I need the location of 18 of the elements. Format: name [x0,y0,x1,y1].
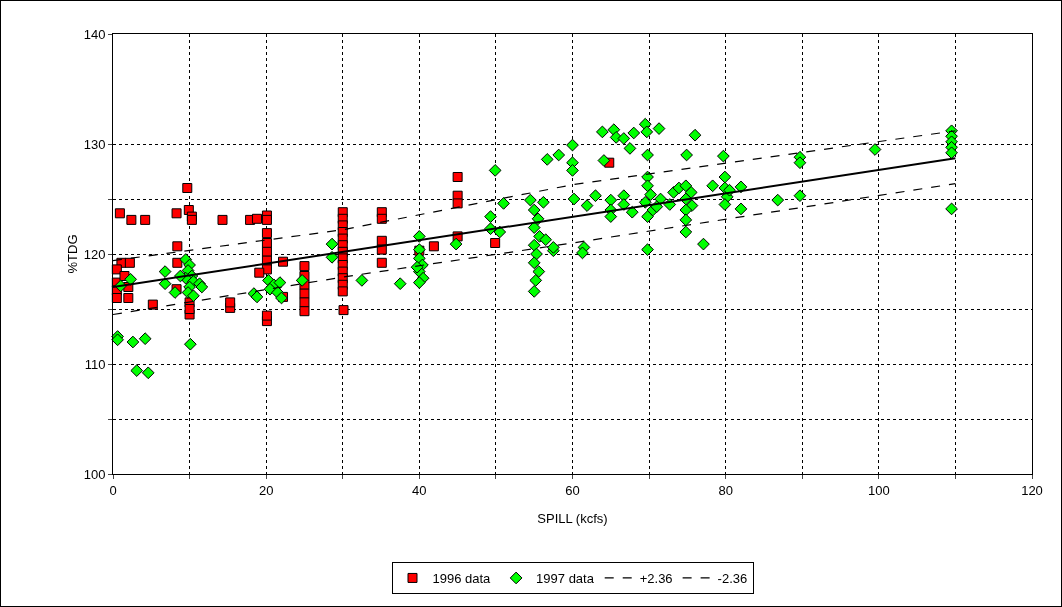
x-tick-label: 0 [109,482,117,498]
x-tick-label: 100 [867,482,890,498]
x-tick-label: 120 [1021,482,1043,498]
y-axis-title: %TDG [65,234,80,274]
legend-label: -2.36 [717,571,748,587]
x-tick-label: 20 [258,482,274,498]
y-tick-label: 110 [84,356,106,372]
x-tick-label: 80 [718,482,733,498]
y-tick-label: 140 [83,26,106,42]
legend-label: 1997 data [536,571,595,587]
y-tick-label: 120 [83,246,106,262]
x-tick-label: 40 [412,482,427,498]
legend-label: +2.36 [639,571,673,587]
y-tick-label: 100 [83,466,106,482]
y-tick-label: 130 [83,136,106,152]
x-axis-title: SPILL (kcfs) [537,511,608,526]
x-tick-label: 60 [565,482,580,498]
legend-label: 1996 data [432,571,492,587]
